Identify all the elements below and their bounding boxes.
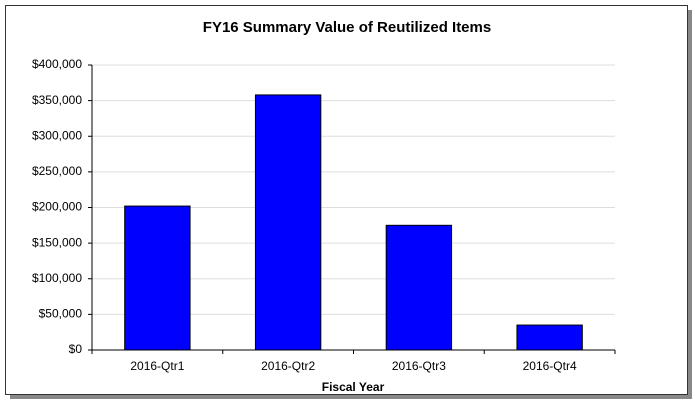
bar <box>385 224 453 351</box>
frame <box>5 5 688 395</box>
y-tick-label: $100,000 <box>32 271 82 285</box>
y-tick-label: $400,000 <box>32 57 82 71</box>
x-tick-label: 2016-Qtr1 <box>130 359 184 373</box>
y-tick-label: $50,000 <box>39 307 83 321</box>
bar <box>124 205 191 351</box>
x-tick-label: 2016-Qtr3 <box>392 359 446 373</box>
bar <box>516 324 583 351</box>
y-tick-label: $250,000 <box>32 164 82 178</box>
y-tick-label: $300,000 <box>32 128 82 142</box>
x-axis-label: Fiscal Year <box>322 380 385 394</box>
y-tick-label: $200,000 <box>32 200 82 214</box>
chart-title: FY16 Summary Value of Reutilized Items <box>203 19 491 36</box>
y-tick-label: $0 <box>69 342 83 356</box>
bar <box>254 94 322 351</box>
y-tick-label: $150,000 <box>32 235 82 249</box>
x-tick-label: 2016-Qtr4 <box>523 359 577 373</box>
y-tick-label: $350,000 <box>32 93 82 107</box>
x-tick-label: 2016-Qtr2 <box>261 359 315 373</box>
